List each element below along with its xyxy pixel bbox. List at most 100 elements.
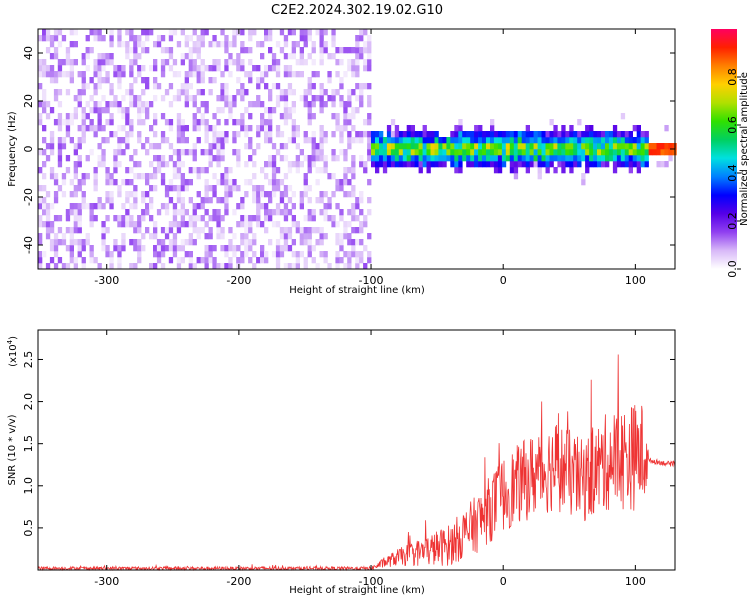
spectrogram-cell [386,161,392,168]
spectrogram-cell [180,245,185,252]
spectrogram-cell [271,83,277,90]
spectrogram-cell [355,197,360,204]
spectrogram-cell [410,137,415,144]
spectrogram-cell [145,149,150,156]
spectrogram-cell [323,251,328,258]
spectrogram-cell [585,131,590,138]
spectrogram-cell [486,143,491,150]
spectrogram-cell [141,29,146,36]
spectrogram-cell [129,65,134,72]
spectrogram-cell [474,131,479,138]
spectrogram-cell [240,47,245,54]
spectrogram-cell [224,65,229,72]
spectrogram-cell [287,197,293,204]
spectrogram-cell [501,161,507,168]
spectrogram-cell [196,203,201,210]
spectrogram-cell [125,167,130,174]
spectrogram-cell [65,125,71,132]
spectrogram-cell [573,161,578,168]
spectrogram-cell [188,59,193,66]
spectrogram-cell [192,209,197,216]
spectrogram-cell [81,203,86,210]
spectrogram-cell [585,143,590,150]
spectrogram-cell [275,221,281,228]
spectrogram-x-ticks: -300 -200 -100 0 100 [94,29,646,287]
spectrogram-cell [133,77,138,84]
spectrogram-cell [236,89,241,96]
spectrogram-cell [275,263,281,270]
spectrogram-cell [283,209,289,216]
spectrogram-cell [42,65,47,72]
spectrogram-cell [486,131,491,138]
spectrogram-cell [541,131,546,138]
spectrogram-cell [470,131,475,138]
spectrogram-cell [129,179,134,186]
spectrogram-cell [232,59,237,66]
spectrogram-cell [283,155,289,162]
spectrogram-cell [279,155,285,162]
spectrogram-cell [156,245,162,252]
spectrogram-cell [97,83,102,90]
spectrogram-cell [612,143,618,150]
spectrogram-cell [141,47,146,54]
spectrogram-cell [307,107,312,114]
spectrogram-cell [307,53,312,60]
spectrogram-cell [204,137,209,144]
spectrogram-cell [458,125,463,132]
spectrogram-cell [521,143,526,150]
spectrogram-cell [569,131,574,138]
spectrogram-cell [271,185,277,192]
spectrogram-cell [188,239,193,246]
spectrogram-cell [97,113,102,120]
spectrogram-cell [61,137,67,144]
spectrogram-cell [228,257,233,264]
spectrogram-cell [327,71,332,78]
spectrogram-cell [224,203,229,210]
spectrogram-cell [164,227,170,234]
spectrogram-cell [513,131,519,138]
spectrogram-cell [668,143,673,150]
spectrogram-cell [49,245,55,252]
spectrogram-cell [65,209,71,216]
spectrogram-cell [426,131,431,138]
spectrogram-cell [636,143,641,150]
spectrogram-cell [192,215,197,222]
spectrogram-cell [200,197,205,204]
spectrogram-cell [125,41,130,48]
spectrogram-cell [569,125,574,132]
spectrogram-cell [204,185,209,192]
spectrogram-cell [77,161,82,168]
spectrogram-cell [129,59,134,66]
spectrogram-cell [248,59,253,66]
spectrogram-cell [69,71,74,78]
spectrogram-cell [153,131,158,138]
spectrogram-cell [327,203,332,210]
spectrogram-cell [240,215,245,222]
spectrogram-cell [347,209,352,216]
spectrogram-cell [53,95,59,102]
spectrogram-cell [69,251,74,258]
spectrogram-cell [145,47,150,54]
spectrogram-cell [474,125,479,132]
spectrogram-cell [260,113,265,120]
spectrogram-cell [315,149,320,156]
spectrogram-cell [168,179,174,186]
spectrogram-cell [271,65,277,72]
spectrogram-cell [232,185,237,192]
spectrogram-cell [188,197,193,204]
spectrogram-cell [45,155,51,162]
spectrogram-cell [141,191,146,198]
spectrogram-cell [196,227,201,234]
spectrogram-cell [557,143,562,150]
spectrogram-cell [208,245,213,252]
spectrogram-cell [172,167,178,174]
spectrogram-cell [351,251,356,258]
spectrogram-cell [45,35,51,42]
spectrogram-cell [129,29,134,36]
spectrogram-cell [327,173,332,180]
spectrogram-cell [53,233,59,240]
spectrogram-cell [61,191,67,198]
spectrogram-cell [311,59,316,66]
spectrogram-cell [65,119,71,126]
spectrogram-cell [426,155,431,162]
